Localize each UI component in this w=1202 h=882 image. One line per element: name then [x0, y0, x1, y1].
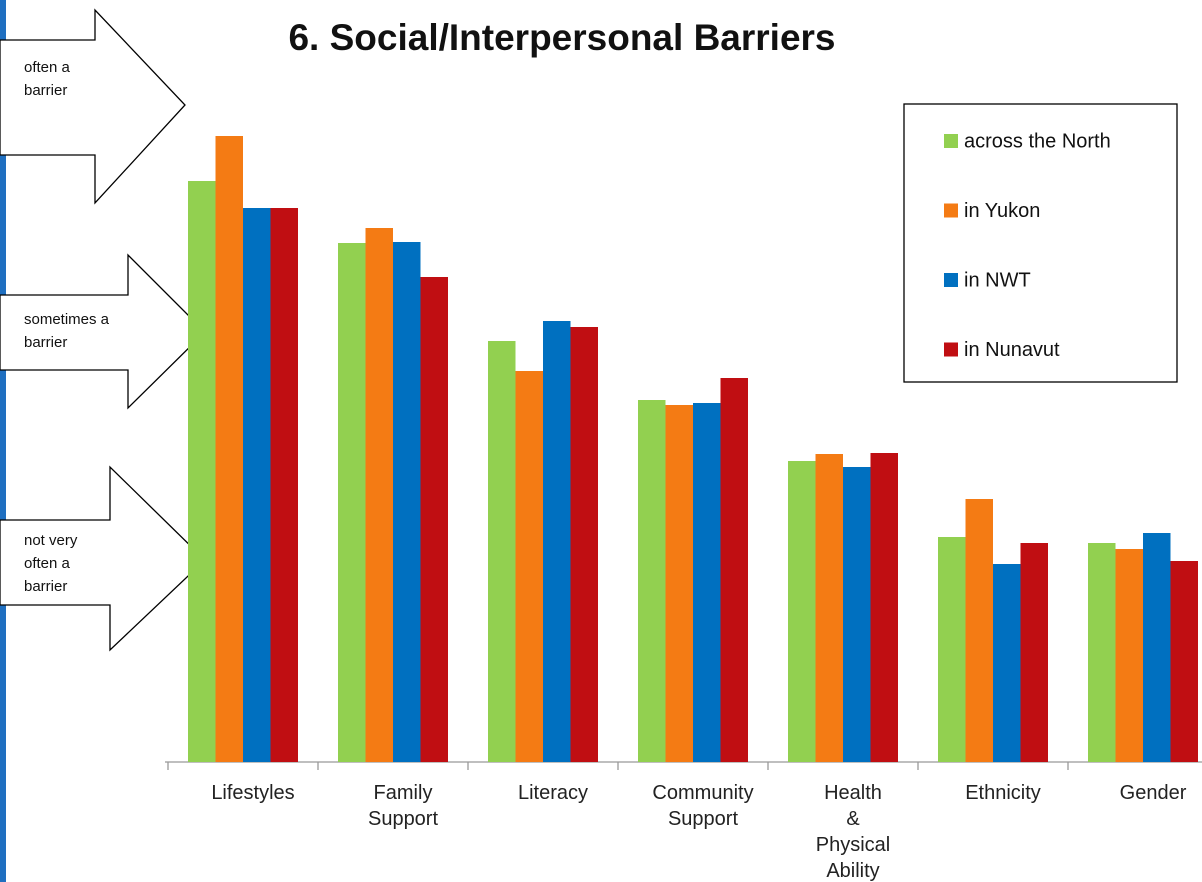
legend-swatch [944, 273, 958, 287]
legend-swatch [944, 134, 958, 148]
bar [1020, 543, 1048, 762]
bar [393, 242, 421, 762]
bar [543, 321, 571, 762]
bar [788, 461, 816, 762]
bar [515, 371, 543, 762]
bar [1115, 549, 1143, 762]
bar [243, 208, 271, 762]
x-tick-label: Family Support [367, 782, 439, 830]
arrow [0, 465, 206, 652]
legend-label: across the North [964, 130, 1111, 152]
x-tick-label: Community Support [652, 782, 754, 830]
bar [365, 228, 393, 762]
chart-title: 6. Social/Interpersonal Barriers [288, 17, 835, 58]
bar [270, 208, 298, 762]
bar [570, 327, 598, 762]
annotation: sometimes a barrier [24, 311, 110, 351]
legend-swatch [944, 203, 958, 218]
bar [843, 467, 871, 762]
bar [1088, 543, 1116, 762]
bar [815, 454, 843, 762]
bar [420, 277, 448, 762]
edge-stripe [0, 0, 6, 882]
bar [488, 341, 516, 762]
x-tick-label: Health & Physical Ability [815, 782, 891, 882]
x-tick-label: Ethnicity [965, 782, 1041, 804]
bar [993, 564, 1021, 762]
legend-box [903, 103, 1178, 383]
bar [1143, 533, 1171, 762]
annotation: often a barrier [24, 59, 70, 99]
bar [870, 453, 898, 762]
bar [693, 403, 721, 762]
arrow [0, 253, 206, 410]
x-tick-label: Gender [1119, 782, 1187, 804]
bar [938, 537, 966, 762]
bar [665, 405, 693, 762]
bar [720, 378, 748, 762]
x-tick-label: Literacy [517, 782, 589, 804]
legend-label: in Nunavut [964, 339, 1060, 361]
bar [965, 499, 993, 762]
x-tick-label: Lifestyles [211, 782, 295, 804]
legend-swatch [944, 342, 958, 357]
bar [215, 136, 243, 762]
legend-label: in Yukon [964, 200, 1040, 222]
bar [638, 400, 666, 762]
bar [188, 181, 216, 762]
arrow [0, 8, 186, 205]
bar [338, 243, 366, 762]
annotation: not very often a barrier [24, 532, 78, 595]
legend-label: in NWT [964, 269, 1031, 291]
bar [1170, 561, 1198, 762]
